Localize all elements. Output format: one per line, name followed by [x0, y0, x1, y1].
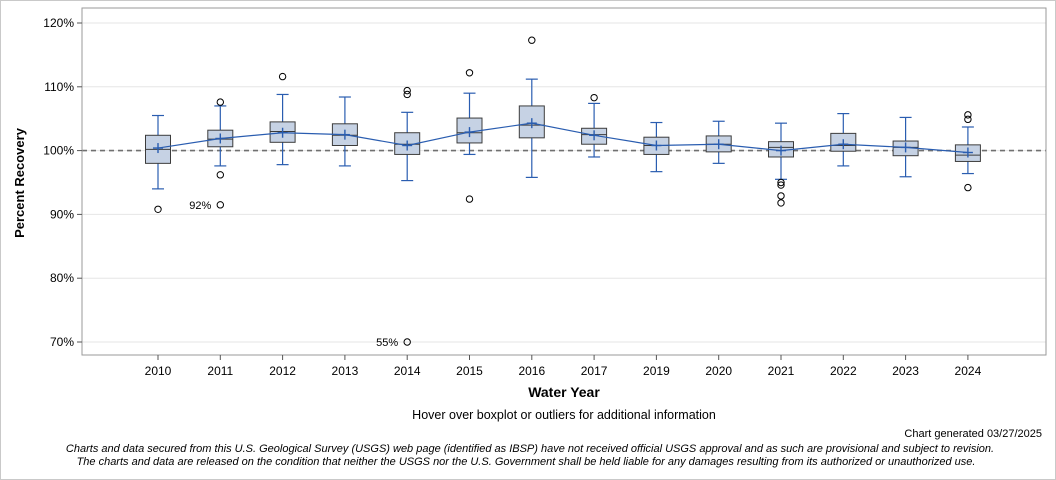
- boxplot-2021[interactable]: [768, 122, 794, 180]
- mean-connect-line-layer: [157, 122, 968, 154]
- outliers[interactable]: 92% 55%: [154, 36, 972, 349]
- boxplot-2020[interactable]: [705, 120, 732, 164]
- x-tick-label: 2019: [643, 364, 670, 378]
- boxplot-2023[interactable]: [892, 116, 919, 178]
- mean-connect-line: [157, 122, 968, 154]
- plot-frame: [81, 7, 1047, 356]
- outlier-point[interactable]: [465, 69, 474, 77]
- disclaimer-line-1: Charts and data secured from this U.S. G…: [65, 443, 995, 455]
- boxplot-2024[interactable]: [954, 126, 981, 175]
- chart-generated-date: Chart generated 03/27/2025: [904, 428, 1042, 440]
- outlier-point[interactable]: [777, 178, 785, 187]
- boxplot-2011[interactable]: [207, 105, 234, 167]
- disclaimer-line-2: The charts and data are released on the …: [76, 456, 976, 468]
- y-tick-label: 70%: [50, 335, 74, 349]
- outlier-point[interactable]: [216, 98, 225, 106]
- outlier-annotation-2014: 55%: [376, 337, 398, 349]
- outlier-point[interactable]: [964, 111, 972, 119]
- y-tick-label: 120%: [43, 16, 74, 30]
- hover-instruction: Hover over boxplot or outliers for addit…: [412, 408, 716, 422]
- axis-labels: Water Year Percent Recovery: [12, 127, 600, 400]
- outlier-point[interactable]: [216, 171, 225, 179]
- x-tick-label: 2012: [269, 364, 296, 378]
- x-tick-label: 2014: [394, 364, 421, 378]
- boxplot-2017[interactable]: [581, 102, 608, 158]
- axes: 70% 80% 90% 100% 110% 120% 2010 2011 2012 2013 201…: [43, 7, 1047, 378]
- outlier-point[interactable]: [403, 338, 411, 346]
- y-axis-title: Percent Recovery: [12, 127, 27, 238]
- outlier-point[interactable]: [777, 199, 785, 207]
- boxplots[interactable]: [145, 78, 981, 190]
- y-tick-label: 90%: [50, 207, 74, 221]
- boxplot-2014[interactable]: [394, 111, 421, 182]
- boxplot-2010[interactable]: [145, 114, 171, 190]
- outlier-point[interactable]: [403, 86, 411, 95]
- outlier-point[interactable]: [590, 93, 598, 102]
- boxplot-2022[interactable]: [830, 112, 857, 167]
- x-tick-label: 2023: [892, 364, 919, 378]
- y-tick-label: 100%: [43, 144, 74, 158]
- x-tick-label: 2016: [518, 364, 545, 378]
- y-tick-label: 110%: [44, 80, 74, 94]
- outlier-point[interactable]: [465, 195, 474, 203]
- y-tick-label: 80%: [50, 271, 74, 285]
- outlier-point[interactable]: [528, 36, 536, 44]
- boxplot-2016[interactable]: [518, 78, 545, 178]
- boxplot-2019[interactable]: [643, 121, 670, 173]
- outlier-point[interactable]: [777, 192, 785, 200]
- outlier-point[interactable]: [964, 183, 972, 192]
- boxplot-2012[interactable]: [269, 93, 296, 166]
- outlier-point[interactable]: [964, 115, 972, 124]
- x-tick-label: 2015: [456, 364, 483, 378]
- outlier-point[interactable]: [777, 181, 785, 189]
- boxplot-2015[interactable]: [456, 92, 483, 156]
- x-tick-label: 2013: [332, 364, 359, 378]
- x-tick-label: 2024: [955, 364, 982, 378]
- outlier-point[interactable]: [278, 72, 287, 81]
- x-tick-label: 2010: [145, 364, 172, 378]
- outlier-point[interactable]: [216, 201, 225, 209]
- x-tick-label: 2020: [705, 364, 732, 378]
- x-tick-label: 2011: [207, 364, 233, 378]
- x-tick-label: 2017: [581, 364, 608, 378]
- gridlines: [82, 22, 1046, 343]
- x-tick-label: 2022: [830, 364, 857, 378]
- outlier-point[interactable]: [403, 90, 411, 99]
- x-axis-title: Water Year: [528, 384, 600, 400]
- outlier-annotation-2011: 92%: [189, 200, 211, 212]
- boxplot-2013[interactable]: [331, 96, 358, 167]
- x-tick-label: 2021: [768, 364, 795, 378]
- outlier-point[interactable]: [154, 205, 162, 213]
